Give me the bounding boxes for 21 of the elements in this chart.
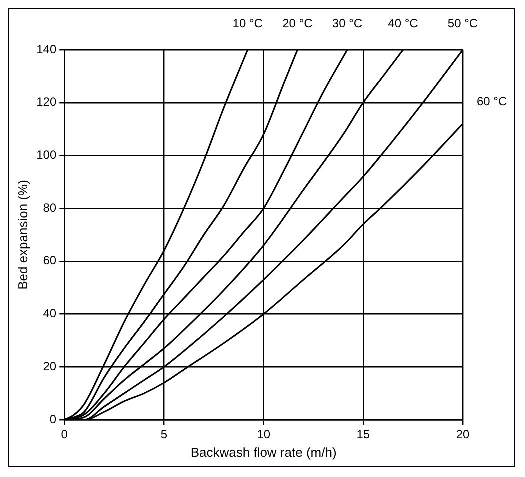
x-tick-label: 15 [356,428,370,442]
text: 20 °C [282,16,314,30]
text: 10 °C [232,16,264,30]
y-tick-label: 140 [36,42,57,56]
x-tick-label: 10 [257,428,271,442]
y-tick-label: 20 [43,359,57,374]
y-tick-label: 0 [50,412,57,426]
y-tick-label: 120 [36,95,57,110]
y-tick-label: 80 [43,200,57,215]
text: 30 °C [332,16,363,30]
x-tick-label: 0 [61,428,68,442]
y-tick-label: 40 [43,306,57,321]
text: 50 °C [448,16,478,30]
y-tick-label: 60 [43,254,57,268]
x-tick-label: 20 [456,428,470,442]
text: 40 °C [388,16,419,30]
y-tick-label: 100 [36,148,57,162]
x-tick-label: 5 [160,428,168,442]
y-axis-title: Bed expansion (%) [15,180,30,290]
x-axis-title: Backwash flow rate (m/h) [190,444,337,460]
series-label: 60 °C [477,94,508,108]
